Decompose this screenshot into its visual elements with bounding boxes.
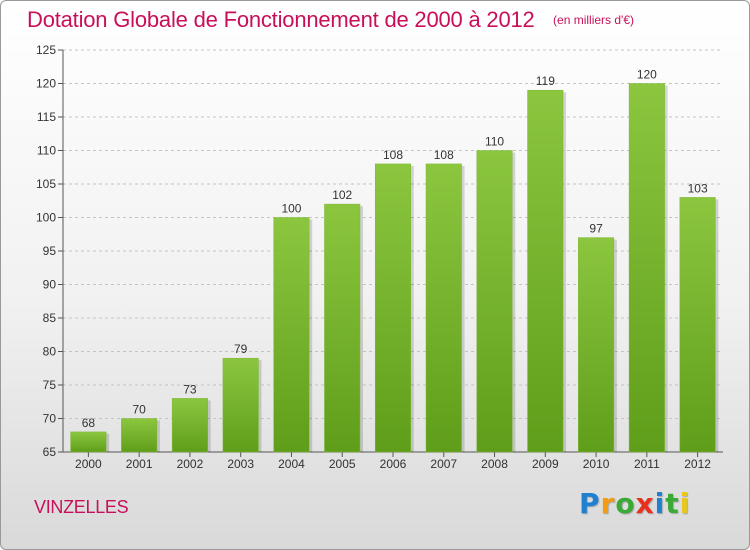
y-tick-label: 75 [43, 378, 57, 392]
bar-2009 [527, 89, 564, 453]
logo-letter: t [665, 487, 680, 520]
bars [70, 83, 719, 453]
value-label: 103 [688, 181, 708, 195]
value-label: 108 [434, 148, 454, 162]
chart-subtitle: (en milliers d'€) [553, 13, 635, 27]
y-tick-label: 115 [37, 110, 56, 124]
logo-letter: i [654, 487, 666, 520]
bar-2005 [324, 203, 361, 453]
x-tick-label: 2005 [329, 457, 356, 471]
value-label: 119 [536, 74, 555, 88]
y-tick-label: 125 [36, 43, 56, 57]
x-tick-label: 2009 [532, 457, 559, 471]
value-label: 120 [637, 68, 657, 82]
value-label: 108 [383, 148, 403, 162]
value-label: 68 [82, 416, 96, 430]
commune-name: VINZELLES [34, 497, 129, 517]
y-tick-label: 70 [43, 412, 57, 426]
x-tick-label: 2004 [278, 457, 305, 471]
bar-2004 [273, 217, 310, 453]
x-tick-label: 2003 [227, 457, 254, 471]
x-tick-label: 2011 [634, 457, 660, 471]
y-tick-label: 100 [36, 211, 56, 225]
x-tick-label: 2000 [75, 457, 102, 471]
x-tick-label: 2012 [684, 457, 711, 471]
value-label: 73 [183, 382, 197, 396]
bar-2000 [70, 431, 107, 453]
y-tick-label: 80 [43, 345, 57, 359]
y-tick-label: 90 [43, 278, 57, 292]
x-tick-label: 2001 [126, 457, 153, 471]
logo-letter: i [679, 487, 691, 520]
bar-2011 [628, 83, 665, 453]
logo-letter: o [615, 487, 636, 520]
x-tick-label: 2006 [380, 457, 407, 471]
bar-2002 [171, 398, 208, 453]
bar-2012 [679, 197, 716, 453]
chart-title: Dotation Globale de Fonctionnement de 20… [27, 7, 535, 32]
bar-2008 [476, 150, 513, 453]
title-row: Dotation Globale de Fonctionnement de 20… [27, 7, 634, 33]
y-tick-label: 105 [36, 177, 56, 191]
y-tick-label: 110 [37, 144, 56, 158]
value-label: 70 [132, 403, 146, 417]
x-tick-label: 2008 [481, 457, 508, 471]
labels: 65 70 75 80 85 90 95 100 105 110 115 120 125 68 2000 70… [36, 43, 711, 471]
value-label: 100 [281, 202, 301, 216]
logo-letter: P [579, 487, 601, 520]
value-label: 79 [234, 342, 248, 356]
bar-2001 [121, 418, 158, 453]
x-tick-label: 2002 [177, 457, 204, 471]
value-label: 110 [485, 135, 504, 149]
bar-2010 [578, 237, 615, 453]
proxiti-logo: Proxiti [579, 487, 690, 520]
y-tick-label: 65 [43, 445, 57, 459]
bar-2003 [222, 357, 259, 453]
x-tick-label: 2010 [583, 457, 610, 471]
value-label: 102 [332, 188, 352, 202]
bar-2007 [425, 163, 462, 453]
logo-letter: x [635, 487, 655, 520]
bar-2006 [374, 163, 412, 453]
y-tick-label: 120 [36, 77, 56, 91]
x-tick-label: 2007 [430, 457, 457, 471]
y-tick-label: 85 [43, 311, 57, 325]
value-label: 97 [589, 222, 603, 236]
y-tick-label: 95 [43, 244, 57, 258]
logo-letter: r [600, 487, 616, 520]
